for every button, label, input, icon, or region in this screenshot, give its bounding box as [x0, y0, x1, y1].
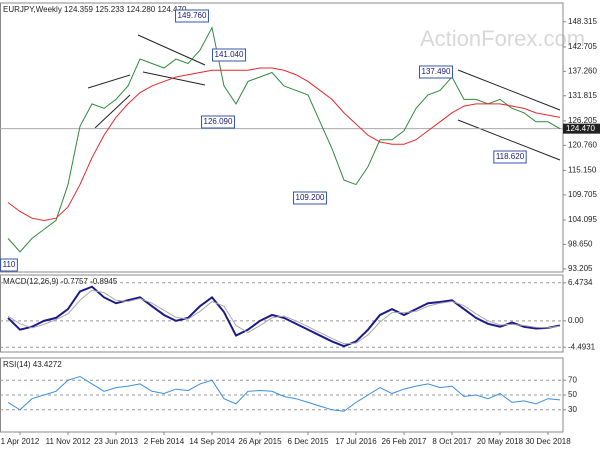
annotation-box [493, 150, 527, 164]
annotation-box [212, 48, 246, 62]
y-tick-label: 126.205 [568, 116, 597, 125]
trend-line [137, 34, 206, 66]
x-tick-label: 20 May 2018 [477, 437, 524, 446]
y-tick-label: 104.095 [568, 215, 597, 224]
panel-title: MACD(12,26,9) -0.7757 -0.8945 [3, 277, 118, 286]
y-tick-label: 6.4734 [568, 278, 593, 287]
x-tick-label: 11 Nov 2012 [46, 437, 91, 446]
x-tick-label: 23 Jun 2013 [94, 437, 139, 446]
y-tick-label: 50 [568, 390, 577, 399]
x-tick-label: 30 Dec 2018 [525, 437, 571, 446]
y-tick-label: 120.760 [568, 140, 597, 149]
annotation-box [175, 9, 209, 23]
panel-title: EURJPY,Weekly 124.359 125.233 124.280 12… [3, 5, 187, 14]
annotation: 141.040 [215, 50, 244, 59]
annotation: 118.620 [496, 152, 525, 161]
series-line [7, 26, 561, 253]
x-tick-label: 2 Feb 2014 [144, 437, 185, 446]
trend-line [142, 71, 206, 86]
annotation: 110 [3, 260, 16, 269]
annotation-box [419, 65, 453, 79]
series-line [7, 285, 561, 348]
x-tick-label: 6 Dec 2015 [288, 437, 329, 446]
x-tick-label: 14 Sep 2014 [189, 437, 235, 446]
y-tick-label: 142.705 [568, 42, 597, 51]
annotation: 109.200 [296, 193, 325, 202]
annotation: 137.490 [422, 67, 451, 76]
trend-line [87, 74, 131, 89]
panel [0, 2, 564, 273]
y-tick-label: 98.650 [568, 240, 593, 249]
trend-line [94, 94, 131, 129]
trend-line [457, 119, 561, 161]
y-tick-label: 0.00 [568, 316, 584, 325]
watermark: ActionForex.com [420, 26, 585, 51]
trend-line [457, 69, 561, 111]
series-line [7, 289, 561, 345]
series-line [7, 67, 561, 221]
y-tick-label: -4.4931 [568, 342, 596, 351]
y-tick-label: 137.260 [568, 66, 597, 75]
x-tick-label: 26 Feb 2017 [382, 437, 427, 446]
x-tick-label: 17 Jul 2016 [335, 437, 377, 446]
annotation-box [0, 258, 18, 272]
last-price-label: 124.470 [566, 124, 595, 133]
x-tick-label: 1 Apr 2012 [1, 437, 40, 446]
y-tick-label: 93.205 [568, 264, 593, 273]
last-price-box [563, 123, 600, 134]
series-line [7, 375, 561, 412]
panel [0, 274, 564, 353]
x-tick-label: 26 Apr 2015 [238, 437, 282, 446]
annotation-box [201, 115, 235, 129]
panel-title: RSI(14) 43.4272 [3, 360, 62, 369]
x-tick-label: 8 Oct 2017 [432, 437, 472, 446]
y-tick-label: 148.315 [568, 17, 597, 26]
y-tick-label: 30 [568, 405, 577, 414]
y-tick-label: 115.150 [568, 166, 597, 175]
annotation: 126.090 [204, 117, 233, 126]
y-tick-label: 131.815 [568, 91, 597, 100]
annotation: 149.760 [178, 11, 207, 20]
y-tick-label: 109.705 [568, 190, 597, 199]
annotation-box [293, 191, 327, 205]
y-tick-label: 70 [568, 375, 577, 384]
